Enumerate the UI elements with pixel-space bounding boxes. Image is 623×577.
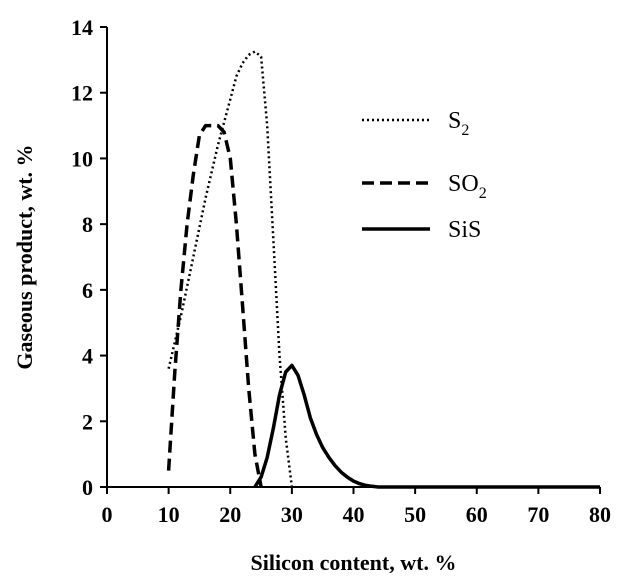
y-tick-label: 14 — [71, 15, 93, 40]
legend-label-subscript: 2 — [479, 185, 487, 202]
legend-label-sis: SiS — [448, 217, 481, 243]
x-tick-label: 80 — [589, 502, 611, 527]
legend-label-so2: SO2 — [448, 171, 487, 202]
axes: 0 10 20 30 40 50 60 70 80 0 2 4 6 8 10 12 14 — [71, 15, 611, 527]
series-line-sis — [253, 363, 600, 489]
legend-label-main: SiS — [448, 217, 481, 243]
x-axis-title: Silicon content, wt. % — [251, 550, 457, 575]
legend-label-s2: S2 — [448, 108, 469, 139]
y-tick-label: 12 — [71, 81, 93, 106]
x-tick-label: 70 — [527, 502, 549, 527]
y-tick-label: 0 — [82, 475, 93, 500]
x-tick-label: 20 — [219, 502, 241, 527]
y-axis-title: Gaseous product, wt. % — [12, 144, 37, 369]
x-tick-label: 60 — [466, 502, 488, 527]
y-tick-label: 8 — [82, 212, 93, 237]
series-layer — [166, 50, 600, 489]
series-line-so2 — [166, 123, 263, 488]
y-tick-label: 4 — [82, 344, 93, 369]
x-tick-label: 30 — [281, 502, 303, 527]
legend-label-main: S — [448, 108, 461, 134]
x-tick-label: 40 — [343, 502, 365, 527]
y-tick-label: 6 — [82, 278, 93, 303]
y-tick-label: 2 — [82, 409, 93, 434]
x-tick-label: 10 — [158, 502, 180, 527]
legend-label-main: SO — [448, 171, 479, 197]
x-tick-label: 50 — [404, 502, 426, 527]
legend-label-subscript: 2 — [461, 122, 469, 139]
y-tick-label: 10 — [71, 146, 93, 171]
x-tick-label: 0 — [102, 502, 113, 527]
